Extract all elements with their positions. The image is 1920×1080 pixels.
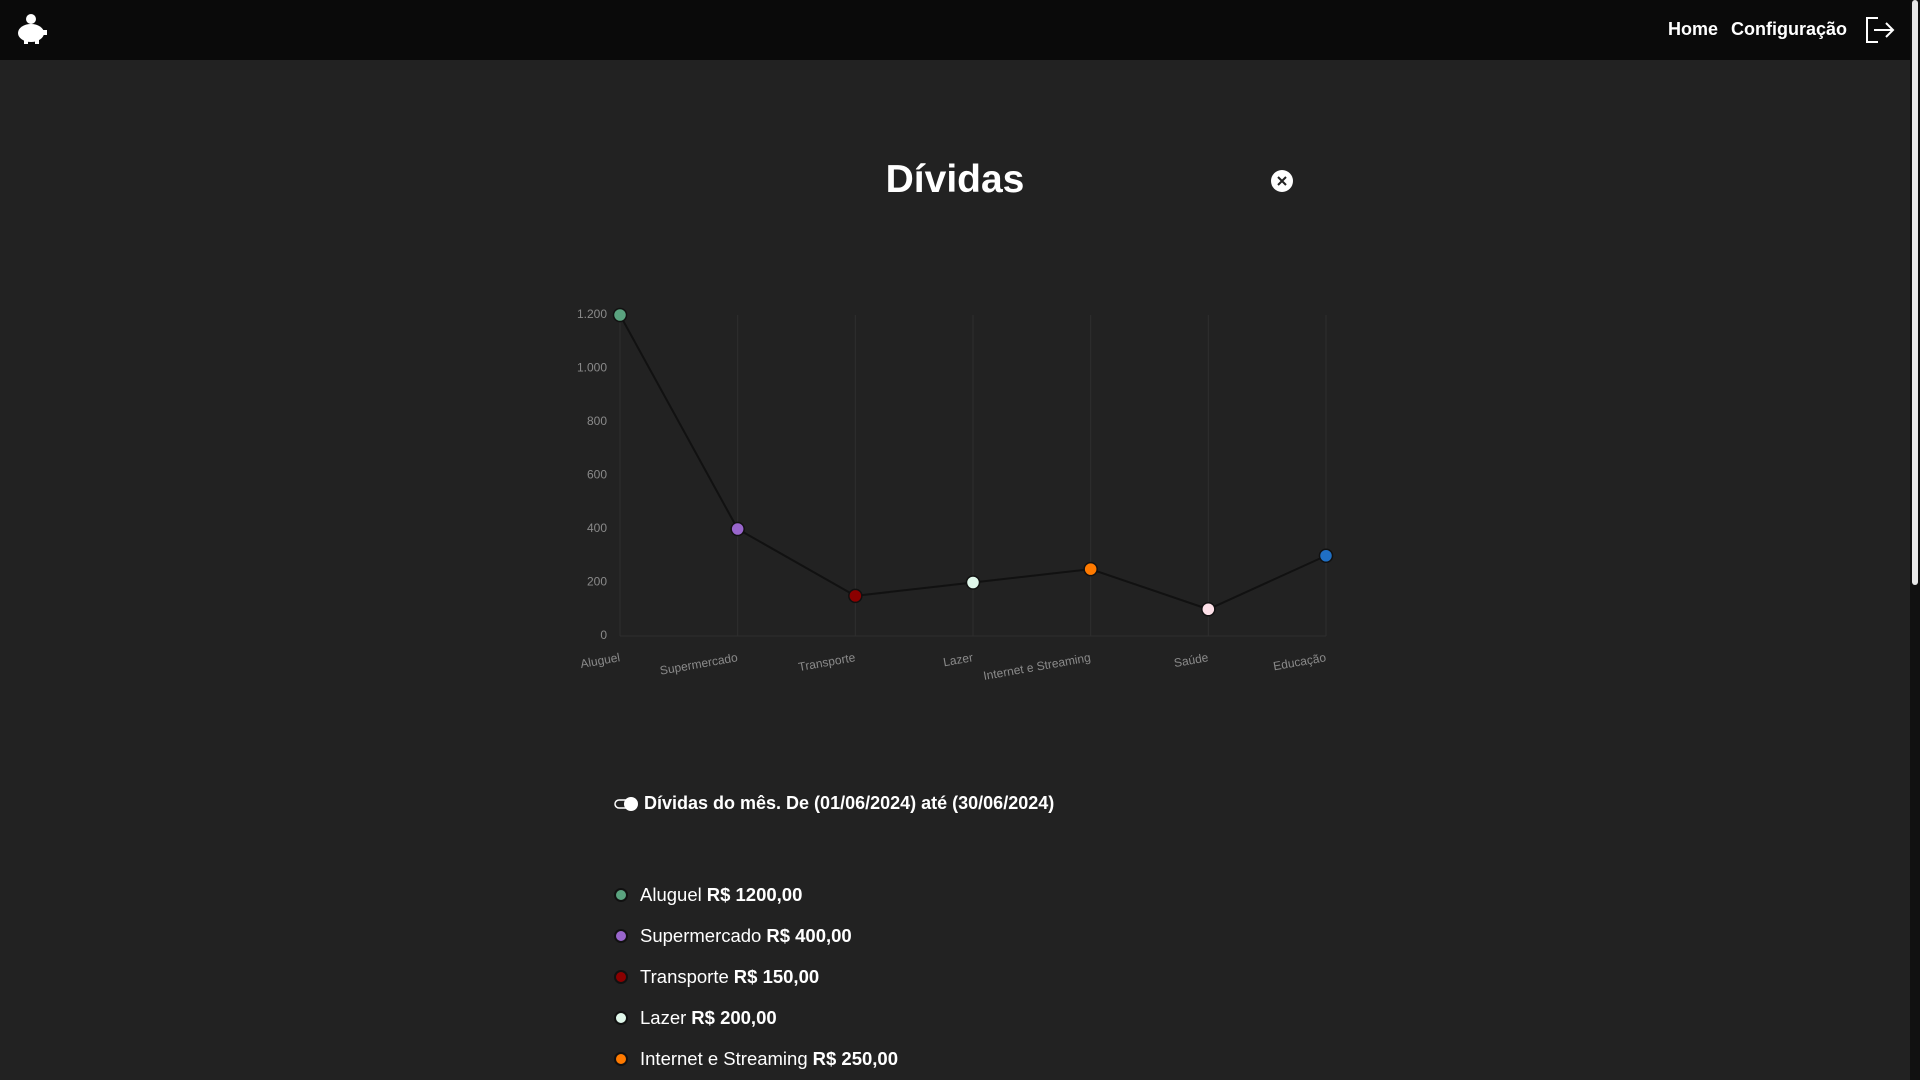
period-label: Dívidas do mês. De (01/06/2024) até (30/… <box>644 793 1055 813</box>
x-tick-label: Lazer <box>942 650 974 669</box>
debt-amount: R$ 200,00 <box>691 1006 777 1028</box>
x-tick-label: Saúde <box>1173 650 1210 670</box>
logo[interactable] <box>14 12 48 46</box>
debt-label: Lazer <box>640 1006 687 1028</box>
debt-amount: R$ 400,00 <box>766 924 852 946</box>
data-point <box>848 588 863 604</box>
color-dot <box>614 887 628 902</box>
debt-item: Aluguel R$ 1200,00 <box>614 874 898 915</box>
debt-item: Internet e Streaming R$ 250,00 <box>614 1038 898 1079</box>
navbar: Home Configuração <box>0 0 1910 60</box>
logout-icon[interactable] <box>1864 16 1896 44</box>
debt-label: Supermercado <box>640 924 762 946</box>
y-tick-label: 800 <box>587 414 607 428</box>
y-tick-label: 600 <box>587 468 607 482</box>
debt-amount: R$ 250,00 <box>812 1047 898 1069</box>
scrollbar[interactable] <box>1910 0 1920 1080</box>
data-point <box>1318 548 1334 563</box>
debt-list: Aluguel R$ 1200,00 Supermercado R$ 400,00 Tr… <box>614 874 898 1079</box>
color-dot <box>614 1051 628 1066</box>
color-dot <box>614 969 628 984</box>
data-point <box>965 575 981 590</box>
debt-item: Lazer R$ 200,00 <box>614 997 898 1038</box>
y-tick-label: 0 <box>600 628 607 642</box>
data-point <box>730 521 745 537</box>
scroll-thumb[interactable] <box>1912 0 1918 585</box>
x-tick-label: Supermercado <box>659 650 739 678</box>
x-tick-label: Internet e Streaming <box>982 650 1092 683</box>
debt-label: Aluguel <box>640 883 702 905</box>
debt-amount: R$ 150,00 <box>733 965 820 987</box>
data-point <box>1201 602 1216 617</box>
nav-link[interactable]: Configuração <box>1731 19 1848 39</box>
x-tick-label: Educação <box>1272 650 1327 673</box>
nav-link[interactable]: Home <box>1668 19 1719 39</box>
y-tick-label: 1.200 <box>577 307 607 321</box>
debt-label: Internet e Streaming <box>640 1047 808 1069</box>
color-dot <box>614 928 628 943</box>
chart: 0 200 400 600 800 1.000 1.200 Aluguel Supermerca… <box>577 307 1334 683</box>
debt-amount: R$ 1200,00 <box>706 883 803 905</box>
y-tick-label: 1.000 <box>577 361 607 375</box>
x-tick-label: Aluguel <box>579 650 621 671</box>
data-point <box>1083 561 1098 577</box>
debt-item: Supermercado R$ 400,00 <box>614 915 898 956</box>
data-point <box>612 307 628 323</box>
color-dot <box>614 1010 628 1025</box>
x-tick-label: Transporte <box>797 650 856 674</box>
toggle-switch[interactable] <box>614 796 640 812</box>
y-tick-label: 400 <box>587 521 607 535</box>
debt-item: Transporte R$ 150,00 <box>614 956 898 997</box>
period-toggle-row: Dívidas do mês. De (01/06/2024) até (30/… <box>614 793 1054 814</box>
page-title: Dívidas <box>885 158 1025 201</box>
y-tick-label: 200 <box>587 575 607 589</box>
debt-label: Transporte <box>640 965 729 987</box>
close-button[interactable] <box>1270 169 1294 193</box>
